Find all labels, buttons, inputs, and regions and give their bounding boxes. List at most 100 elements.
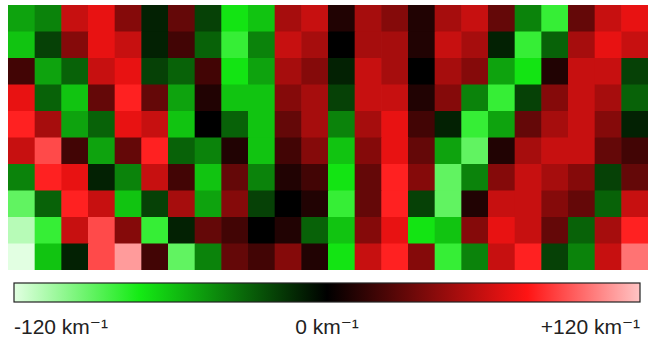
heatmap-cell [435,138,462,165]
heatmap-cell [461,85,488,112]
heatmap-cell [141,5,168,32]
heatmap-cell [595,191,622,218]
heatmap-cell [88,85,115,112]
heatmap-cell [221,5,248,32]
heatmap-cell [115,58,142,85]
heatmap-cell [435,164,462,191]
heatmap-cell [195,138,222,165]
heatmap-cell [301,111,328,138]
heatmap-cell [275,191,302,218]
heatmap-cell [61,164,88,191]
heatmap-cell [381,244,408,271]
heatmap-cell [515,138,542,165]
heatmap-cell [301,191,328,218]
heatmap-cell [35,85,62,112]
colorbar [14,283,640,302]
heatmap-cell [568,5,595,32]
heatmap-cell [488,58,515,85]
heatmap-cell [515,217,542,244]
heatmap-cell [408,5,435,32]
heatmap-cell [488,111,515,138]
heatmap-cell [568,138,595,165]
heatmap-cell [301,58,328,85]
heatmap-cell [355,138,382,165]
heatmap-cell [8,217,35,244]
heatmap-cell [488,5,515,32]
heatmap-cell [408,85,435,112]
heatmap-cell [8,58,35,85]
heatmap-cell [621,244,648,271]
heatmap-cell [168,85,195,112]
heatmap-cell [248,217,275,244]
heatmap-cell [568,111,595,138]
heatmap-cell [168,138,195,165]
heatmap-cell [275,217,302,244]
heatmap-cell [61,32,88,59]
heatmap-cell [381,164,408,191]
heatmap-cell [248,58,275,85]
heatmap-cell [621,85,648,112]
heatmap-cell [8,5,35,32]
heatmap-cell [568,32,595,59]
heatmap-cell [301,32,328,59]
heatmap-cell [408,164,435,191]
heatmap-cell [408,244,435,271]
heatmap-cell [221,85,248,112]
heatmap-cell [275,85,302,112]
heatmap-cell [595,111,622,138]
heatmap-cell [301,164,328,191]
heatmap-cell [568,217,595,244]
heatmap-cell [248,111,275,138]
heatmap-cell [328,32,355,59]
heatmap-cell [168,244,195,271]
heatmap-cell [61,217,88,244]
heatmap-cell [115,5,142,32]
heatmap-cell [595,5,622,32]
heatmap-cell [408,58,435,85]
heatmap-cell [568,85,595,112]
heatmap-cell [168,191,195,218]
heatmap-cell [61,244,88,271]
heatmap-cell [621,217,648,244]
heatmap-cell [435,111,462,138]
heatmap-cell [595,32,622,59]
heatmap-cell [621,32,648,59]
heatmap-cell [35,111,62,138]
heatmap-cell [88,217,115,244]
heatmap-cell [461,164,488,191]
heatmap-cell [88,244,115,271]
heatmap-cell [461,5,488,32]
heatmap-cell [488,191,515,218]
heatmap-cell [408,191,435,218]
heatmap-cell [8,191,35,218]
heatmap-cell [355,164,382,191]
heatmap-cell [275,244,302,271]
heatmap-cell [141,138,168,165]
heatmap-cell [381,191,408,218]
heatmap-cell [541,85,568,112]
heatmap-cell [541,138,568,165]
heatmap-cell [168,111,195,138]
heatmap-cell [568,58,595,85]
heatmap-cell [461,111,488,138]
heatmap-cell [168,164,195,191]
heatmap-cell [515,5,542,32]
heatmap-cell [381,85,408,112]
heatmap-cell [541,164,568,191]
heatmap-cell [195,244,222,271]
heatmap-cell [195,164,222,191]
heatmap-cell [195,111,222,138]
heatmap-cell [515,191,542,218]
heatmap-cell [115,32,142,59]
heatmap-cell [408,138,435,165]
heatmap-cell [435,5,462,32]
heatmap-cell [595,244,622,271]
heatmap-cell [515,164,542,191]
heatmap-cell [35,32,62,59]
heatmap-cell [141,111,168,138]
heatmap-cell [275,32,302,59]
heatmap-cell [381,138,408,165]
heatmap-cell [595,85,622,112]
heatmap-cell [328,85,355,112]
heatmap-cell [275,5,302,32]
